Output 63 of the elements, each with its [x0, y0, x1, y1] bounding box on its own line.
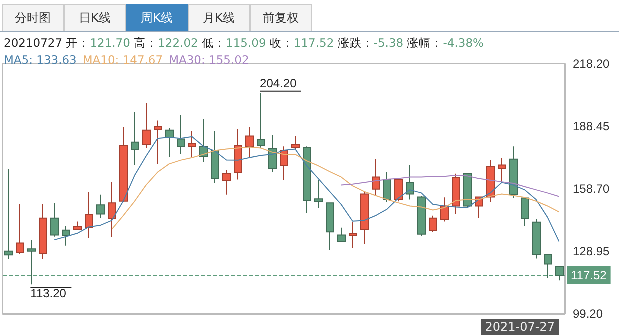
y-tick-label: 218.20 — [573, 57, 610, 71]
candlestick — [222, 170, 231, 196]
candlestick — [257, 92, 265, 149]
line-series — [340, 175, 560, 198]
ref-line-label: 117.52 — [571, 268, 608, 283]
y-tick-label: 99.20 — [573, 307, 604, 321]
candlestick — [4, 168, 13, 260]
candlestick — [337, 227, 346, 243]
text: 20210727 开：121.70 高：122.02 低：115.09 收：117.52 涨跌：-5.38 涨幅：-4.38% — [4, 36, 484, 50]
candlestick — [234, 129, 242, 180]
y-tick-label: 128.95 — [573, 244, 610, 258]
candlestick — [349, 222, 357, 249]
candlestick — [314, 180, 323, 210]
candlestick — [406, 164, 414, 200]
text: MA5: 133.63 — [4, 53, 77, 67]
candlestick — [440, 197, 449, 222]
candlestick — [154, 120, 162, 165]
candlestick — [62, 226, 70, 246]
candlestick — [463, 173, 472, 210]
candlestick — [498, 158, 506, 183]
candlestick — [521, 197, 529, 227]
candlestick — [131, 112, 139, 166]
text: 分时图 — [2, 4, 64, 31]
candlestick — [177, 114, 185, 156]
text: MA10: 147.67 — [82, 53, 164, 67]
candlestick — [303, 146, 311, 214]
text: 2021-07-27 — [481, 319, 559, 335]
candlestick — [532, 218, 541, 260]
candlestick — [50, 202, 59, 238]
text: MA30: 155.02 — [169, 53, 250, 67]
candlestick — [383, 172, 391, 203]
line-series — [54, 136, 560, 242]
candlestick — [291, 136, 300, 150]
candlestick — [417, 196, 426, 237]
candlestick — [509, 146, 518, 199]
candlestick — [39, 204, 47, 260]
candlestick — [360, 190, 369, 245]
candlestick — [165, 128, 174, 158]
annotation: 113.20 — [30, 286, 67, 301]
y-tick-label: 188.45 — [573, 120, 610, 134]
candlestick — [429, 215, 437, 233]
y-tick-label: 158.70 — [573, 182, 610, 196]
text: 日K线 — [64, 4, 126, 31]
candlestick — [73, 221, 82, 231]
text: 月K线 — [188, 4, 250, 31]
candlestick — [108, 182, 116, 238]
candlestick — [268, 134, 277, 173]
candlestick — [452, 173, 460, 215]
candlestick — [16, 204, 24, 256]
candlestick — [142, 102, 151, 149]
candlestick — [188, 130, 196, 158]
candlestick — [96, 194, 105, 219]
line-series — [111, 146, 560, 230]
annotation: 204.20 — [260, 76, 298, 90]
candlestick — [85, 192, 93, 239]
candlestick — [119, 126, 128, 203]
candlestick — [211, 130, 219, 184]
candlestick — [245, 126, 254, 158]
text: 前复权 — [250, 4, 312, 31]
candlestick — [394, 178, 403, 202]
candlestick — [372, 158, 380, 196]
candlestick — [280, 146, 288, 181]
candlestick — [326, 202, 334, 251]
